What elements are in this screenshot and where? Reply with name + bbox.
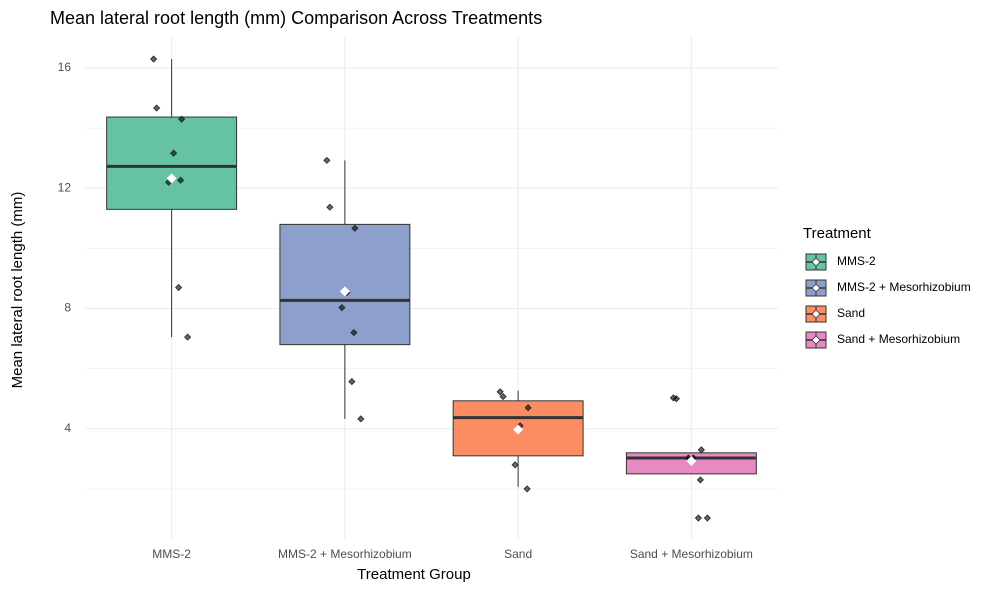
data-point bbox=[326, 203, 334, 211]
y-tick-label: 12 bbox=[58, 180, 72, 194]
box bbox=[279, 223, 411, 346]
box bbox=[106, 116, 238, 210]
mean-marker bbox=[686, 455, 697, 466]
data-point bbox=[499, 393, 507, 401]
data-point bbox=[496, 388, 504, 396]
mean-marker bbox=[166, 173, 177, 184]
data-point bbox=[350, 329, 358, 337]
data-point bbox=[696, 476, 704, 484]
data-point bbox=[153, 104, 161, 112]
data-point bbox=[178, 115, 186, 123]
chart-title: Mean lateral root length (mm) Comparison… bbox=[50, 8, 542, 28]
data-point bbox=[351, 224, 359, 232]
data-point bbox=[703, 514, 711, 522]
x-tick-label: MMS-2 bbox=[152, 547, 191, 561]
legend-key-marker bbox=[811, 257, 821, 267]
data-point bbox=[523, 485, 531, 493]
data-point bbox=[338, 304, 346, 312]
legend-key-marker bbox=[811, 335, 821, 345]
data-point bbox=[357, 415, 365, 423]
legend-label: MMS-2 + Mesorhizobium bbox=[837, 280, 971, 294]
x-axis-label: Treatment Group bbox=[357, 566, 471, 583]
data-point bbox=[177, 176, 185, 184]
y-tick-label: 4 bbox=[64, 421, 71, 435]
y-tick-label: 8 bbox=[64, 301, 71, 315]
data-point bbox=[184, 333, 192, 341]
legend-label: Sand bbox=[837, 306, 865, 320]
data-point bbox=[175, 283, 183, 292]
x-tick-label: Sand bbox=[504, 547, 532, 561]
mean-marker bbox=[513, 424, 524, 435]
legend-label: MMS-2 bbox=[837, 254, 876, 268]
y-axis-label: Mean lateral root length (mm) bbox=[9, 192, 26, 389]
x-tick-label: MMS-2 + Mesorhizobium bbox=[278, 547, 412, 561]
data-point bbox=[511, 461, 519, 469]
data-point bbox=[150, 55, 158, 63]
data-point bbox=[170, 149, 178, 157]
mean-marker bbox=[339, 286, 350, 297]
data-point bbox=[524, 404, 532, 412]
legend-key-marker bbox=[811, 309, 821, 319]
data-point bbox=[694, 514, 702, 522]
data-point bbox=[672, 395, 680, 403]
legend-title: Treatment bbox=[803, 225, 872, 242]
y-tick-label: 16 bbox=[58, 60, 72, 74]
legend-key-marker bbox=[811, 283, 821, 293]
legend-label: Sand + Mesorhizobium bbox=[837, 332, 960, 346]
data-point bbox=[697, 446, 705, 454]
data-point bbox=[323, 156, 331, 164]
data-point bbox=[348, 378, 356, 386]
x-tick-label: Sand + Mesorhizobium bbox=[630, 547, 753, 561]
